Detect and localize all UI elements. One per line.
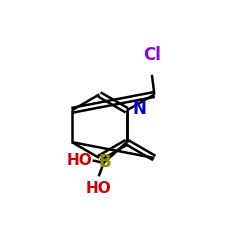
Text: N: N [133,100,147,118]
Text: HO: HO [66,153,92,168]
Text: HO: HO [86,181,112,196]
Text: B: B [98,153,111,171]
Text: Cl: Cl [143,46,161,64]
